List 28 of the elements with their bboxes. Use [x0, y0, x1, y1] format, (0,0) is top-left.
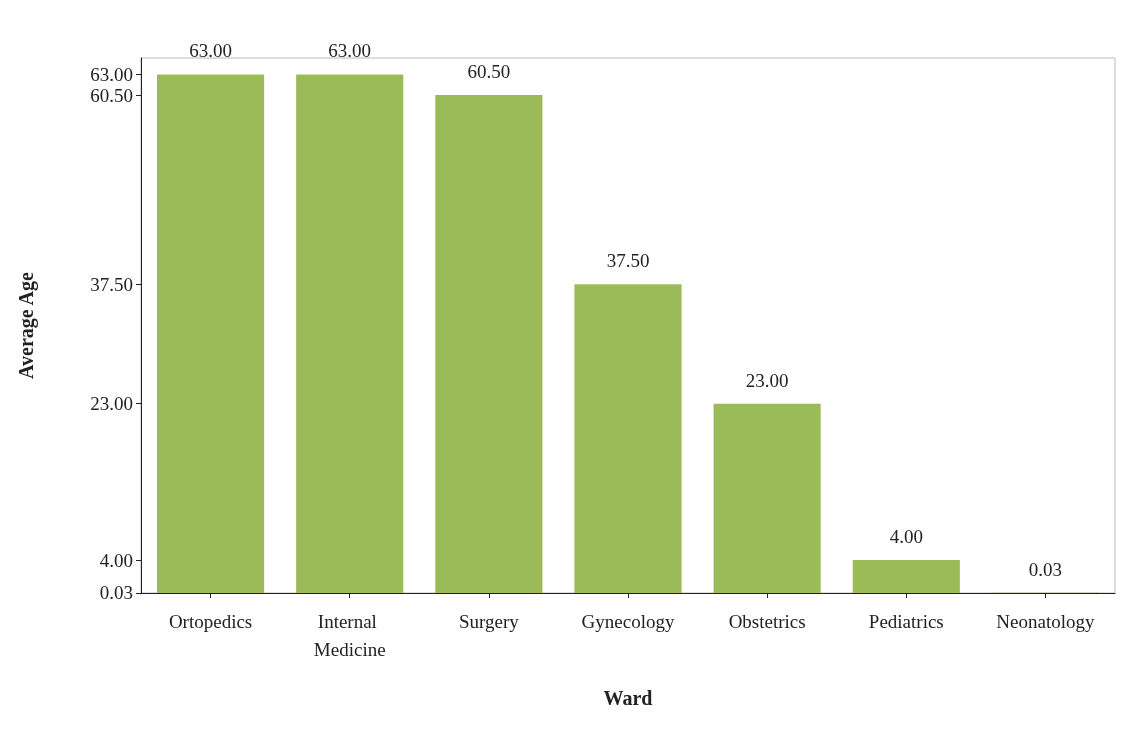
x-tick-label: Pediatrics — [868, 610, 944, 632]
data-label: 4.00 — [889, 526, 923, 548]
data-label: 63.00 — [189, 40, 232, 62]
x-tick-label: Surgery — [458, 610, 520, 632]
data-label: 63.00 — [328, 40, 372, 62]
y-tick-label: 63.00 — [90, 63, 133, 85]
y-tick-label: 0.03 — [99, 582, 133, 604]
data-label: 23.00 — [745, 369, 789, 391]
data-label: 37.50 — [606, 250, 650, 272]
x-tick-label: Obstetrics — [728, 610, 806, 632]
bar — [852, 560, 960, 593]
x-tick-label: Ortopedics — [168, 610, 253, 632]
y-tick-label: 23.00 — [90, 393, 133, 415]
bar — [435, 95, 543, 593]
bar — [157, 74, 265, 593]
x-axis-title: Ward — [603, 687, 653, 709]
x-tick-label: Gynecology — [581, 610, 675, 632]
bar — [713, 403, 821, 593]
y-tick-label: 37.50 — [90, 273, 133, 295]
bar — [296, 74, 404, 593]
data-label: 60.50 — [467, 61, 511, 83]
y-tick-label: 4.00 — [99, 549, 133, 571]
bar — [574, 284, 682, 593]
y-tick-label: 60.50 — [90, 84, 133, 106]
data-label: 0.03 — [1028, 558, 1063, 580]
x-tick-label: Neonatology — [996, 610, 1095, 632]
y-axis-title: Average Age — [15, 271, 38, 379]
x-tick-label: Internal Medicine — [313, 610, 386, 660]
